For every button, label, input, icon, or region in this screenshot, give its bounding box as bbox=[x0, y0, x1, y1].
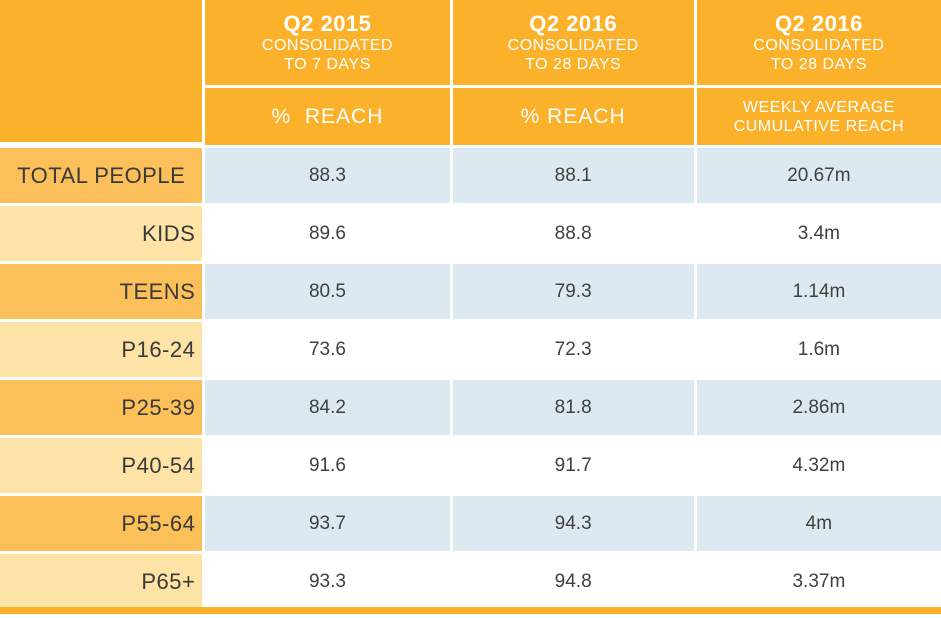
row-label: TOTAL PEOPLE bbox=[0, 148, 203, 203]
value-cell: 88.1 bbox=[452, 148, 694, 203]
column-1-metric: % REACH bbox=[271, 104, 384, 128]
value-cell: 88.3 bbox=[205, 148, 450, 203]
table-row: P16-24 73.6 72.3 1.6m bbox=[0, 322, 941, 377]
column-2-period: Q2 2016 bbox=[529, 10, 618, 36]
value-cell: 2.86m bbox=[696, 380, 941, 435]
column-1-note-line1: CONSOLIDATED bbox=[261, 36, 393, 54]
value-cell: 4m bbox=[696, 496, 941, 551]
column-2-note-line1: CONSOLIDATED bbox=[507, 36, 639, 54]
value-cell: 1.14m bbox=[696, 264, 941, 319]
value-cell: 91.7 bbox=[452, 438, 694, 493]
row-label: KIDS bbox=[0, 206, 203, 261]
column-3-note-line2: TO 28 DAYS bbox=[770, 55, 867, 73]
value-cell: 20.67m bbox=[696, 148, 941, 203]
column-1-metric-header: % REACH bbox=[205, 88, 450, 145]
value-cell: 84.2 bbox=[205, 380, 450, 435]
row-label: P55-64 bbox=[0, 496, 203, 551]
table-row: KIDS 89.6 88.8 3.4m bbox=[0, 206, 941, 261]
table-row: P25-39 84.2 81.8 2.86m bbox=[0, 380, 941, 435]
value-cell: 94.3 bbox=[452, 496, 694, 551]
table-header: Q2 2015 CONSOLIDATED TO 7 DAYS % REACH Q… bbox=[0, 0, 941, 145]
row-label: P65+ bbox=[0, 554, 203, 609]
value-cell: 89.6 bbox=[205, 206, 450, 261]
table-row: P65+ 93.3 94.8 3.37m bbox=[0, 554, 941, 609]
header-column-2: Q2 2016 CONSOLIDATED TO 28 DAYS % REACH bbox=[452, 0, 694, 145]
value-cell: 4.32m bbox=[696, 438, 941, 493]
column-1-period-header: Q2 2015 CONSOLIDATED TO 7 DAYS bbox=[205, 0, 450, 85]
header-column-3: Q2 2016 CONSOLIDATED TO 28 DAYS WEEKLY A… bbox=[696, 0, 941, 145]
value-cell: 91.6 bbox=[205, 438, 450, 493]
value-cell: 72.3 bbox=[452, 322, 694, 377]
column-1-period: Q2 2015 bbox=[283, 10, 372, 36]
value-cell: 88.8 bbox=[452, 206, 694, 261]
column-3-period-header: Q2 2016 CONSOLIDATED TO 28 DAYS bbox=[696, 0, 941, 85]
value-cell: 80.5 bbox=[205, 264, 450, 319]
row-label: P16-24 bbox=[0, 322, 203, 377]
table-row: P55-64 93.7 94.3 4m bbox=[0, 496, 941, 551]
column-3-metric-header: WEEKLY AVERAGE CUMULATIVE REACH bbox=[696, 88, 941, 145]
column-1-note-line2: TO 7 DAYS bbox=[284, 55, 371, 73]
bottom-rule bbox=[0, 607, 941, 614]
row-label: TEENS bbox=[0, 264, 203, 319]
value-cell: 93.3 bbox=[205, 554, 450, 609]
value-cell: 1.6m bbox=[696, 322, 941, 377]
column-2-note-line2: TO 28 DAYS bbox=[525, 55, 622, 73]
column-2-metric-header: % REACH bbox=[452, 88, 694, 145]
row-label: P40-54 bbox=[0, 438, 203, 493]
table-row: P40-54 91.6 91.7 4.32m bbox=[0, 438, 941, 493]
value-cell: 93.7 bbox=[205, 496, 450, 551]
header-column-1: Q2 2015 CONSOLIDATED TO 7 DAYS % REACH bbox=[205, 0, 450, 145]
column-3-metric-line1: WEEKLY AVERAGE bbox=[742, 98, 895, 116]
value-cell: 3.37m bbox=[696, 554, 941, 609]
column-3-note-line1: CONSOLIDATED bbox=[753, 36, 885, 54]
column-3-metric-line2: CUMULATIVE REACH bbox=[733, 117, 905, 135]
table-row: TEENS 80.5 79.3 1.14m bbox=[0, 264, 941, 319]
value-cell: 79.3 bbox=[452, 264, 694, 319]
value-cell: 3.4m bbox=[696, 206, 941, 261]
value-cell: 81.8 bbox=[452, 380, 694, 435]
column-3-period: Q2 2016 bbox=[774, 10, 863, 36]
table-body: TOTAL PEOPLE 88.3 88.1 20.67m KIDS 89.6 88.8 3.… bbox=[0, 148, 941, 609]
header-corner bbox=[0, 0, 203, 142]
column-2-period-header: Q2 2016 CONSOLIDATED TO 28 DAYS bbox=[452, 0, 694, 85]
column-2-metric: % REACH bbox=[520, 104, 626, 128]
value-cell: 73.6 bbox=[205, 322, 450, 377]
table-row: TOTAL PEOPLE 88.3 88.1 20.67m bbox=[0, 148, 941, 203]
value-cell: 94.8 bbox=[452, 554, 694, 609]
row-label: P25-39 bbox=[0, 380, 203, 435]
